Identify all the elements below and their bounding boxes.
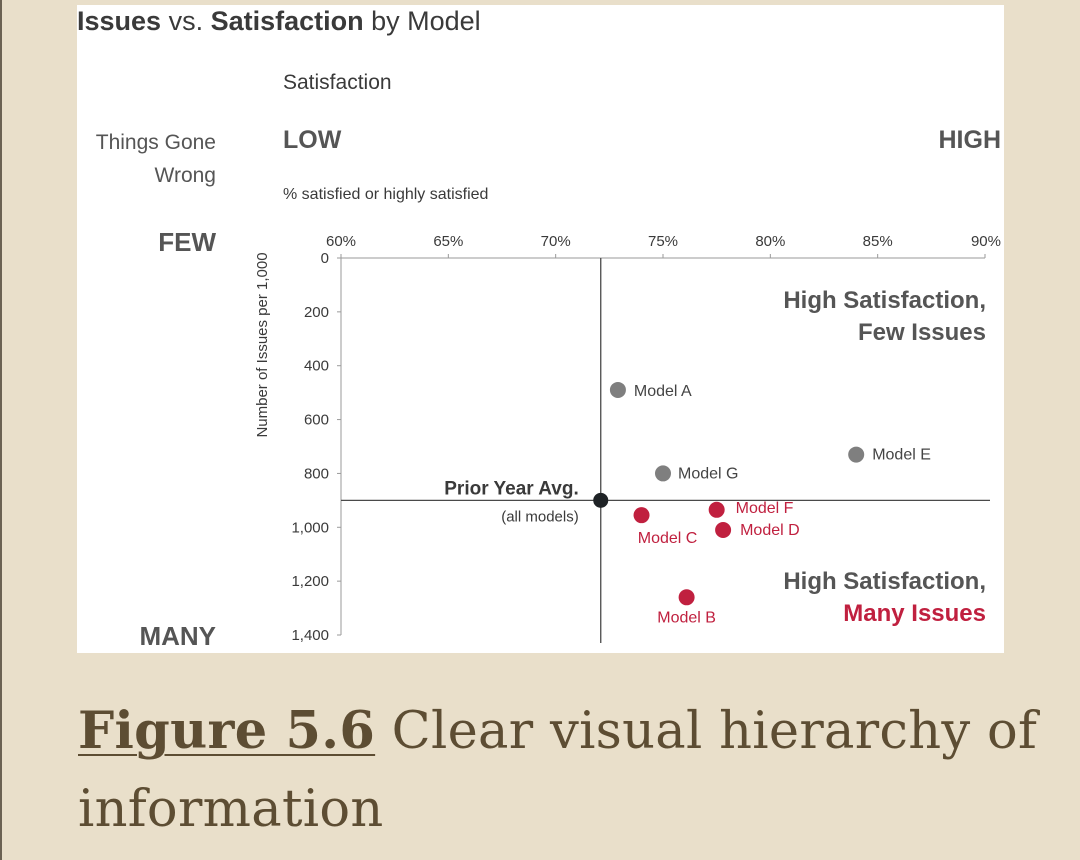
prior-year-avg-label: Prior Year Avg. — [444, 478, 578, 499]
point-label-model-b: Model B — [657, 609, 716, 626]
quadrant-top-label-line1: High Satisfaction, — [783, 287, 986, 314]
x-tick-label: 85% — [863, 233, 893, 250]
x-tick-label: 90% — [971, 233, 1001, 250]
point-model-f — [708, 501, 725, 518]
y-axis-few-label: FEW — [158, 227, 216, 257]
prior-year-avg-sublabel: (all models) — [501, 508, 579, 525]
point-model-e — [848, 446, 865, 463]
quadrant-bottom-label-line2: Many Issues — [843, 600, 986, 627]
x-tick-label: 80% — [755, 233, 785, 250]
y-axis-heading-line2: Wrong — [155, 164, 216, 187]
point-model-a — [609, 381, 626, 398]
chart-title: Issues vs. Satisfaction by Model — [77, 6, 481, 36]
x-tick-label: 65% — [433, 233, 463, 250]
figure-panel: Issues vs. Satisfaction by Model Satisfa… — [77, 5, 1004, 653]
point-model-d — [715, 521, 732, 538]
x-tick-label: 75% — [648, 233, 678, 250]
y-axis-many-label: MANY — [139, 621, 216, 651]
x-axis-high-label: HIGH — [939, 126, 1002, 154]
y-axis-heading-line1: Things Gone — [96, 131, 216, 154]
figure-caption-label: Figure 5.6 — [78, 701, 376, 761]
point-label-model-a: Model A — [634, 383, 692, 400]
point-model-b — [678, 589, 695, 606]
point-label-model-e: Model E — [872, 447, 931, 464]
x-axis-low-label: LOW — [283, 126, 342, 154]
quadrant-bottom-label-line1: High Satisfaction, — [783, 568, 986, 595]
figure-caption-text: Clear visual hierarchy of information — [78, 702, 1038, 839]
y-tick-label: 400 — [304, 358, 329, 375]
y-tick-label: 1,000 — [291, 519, 329, 536]
point-model-g — [655, 465, 671, 482]
x-tick-label: 70% — [541, 233, 571, 250]
y-axis-label: Number of Issues per 1,000 — [254, 252, 271, 437]
chart-title-satisfaction: Satisfaction — [211, 6, 364, 36]
point-model-c — [633, 507, 650, 524]
chart-title-by-model: by Model — [364, 6, 481, 36]
y-tick-label: 600 — [304, 412, 329, 429]
y-tick-label: 1,200 — [291, 573, 329, 590]
x-tick-label: 60% — [326, 233, 356, 250]
y-tick-label: 0 — [321, 250, 329, 267]
chart-title-issues: Issues — [77, 6, 161, 36]
y-tick-label: 200 — [304, 304, 329, 321]
y-tick-label: 800 — [304, 465, 329, 482]
point-label-model-c: Model C — [638, 530, 698, 547]
point-label-model-d: Model D — [740, 522, 800, 539]
x-axis-heading: Satisfaction — [283, 71, 392, 94]
point-label-model-f: Model F — [736, 500, 794, 517]
x-axis-unit-label: % satisfied or highly satisfied — [283, 186, 488, 203]
data-points: Model A Model B Model C Model D Model E Model… — [609, 381, 931, 626]
point-label-model-g: Model G — [678, 465, 738, 482]
chart-title-vs: vs. — [161, 6, 211, 36]
scatter-chart: Issues vs. Satisfaction by Model Satisfa… — [77, 6, 1002, 651]
page-left-edge — [0, 0, 2, 860]
x-axis-ticks: 60% 65% 70% 75% 80% 85% 90% — [326, 233, 1001, 258]
quadrant-top-label-line2: Few Issues — [858, 319, 986, 346]
figure-caption: Figure 5.6 Clear visual hierarchy of inf… — [78, 692, 1038, 849]
prior-year-avg-marker — [593, 492, 609, 508]
y-axis-ticks: 0 200 400 600 800 1,000 1,200 1,400 — [291, 250, 341, 644]
y-tick-label: 1,400 — [291, 627, 329, 644]
